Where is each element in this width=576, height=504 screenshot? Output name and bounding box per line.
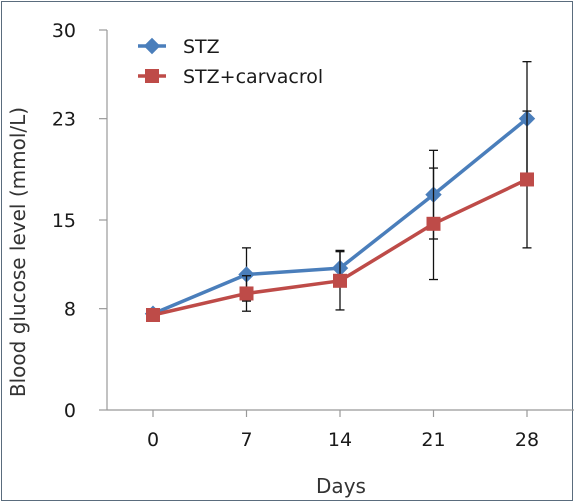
data-point (426, 216, 441, 231)
y-tick-label: 23 (52, 109, 76, 131)
x-tick-label: 28 (515, 429, 539, 451)
data-point (239, 286, 254, 301)
y-tick-label: 30 (52, 20, 76, 42)
data-point (146, 308, 160, 322)
y-axis-title: Blood glucose level (mmol/L) (6, 107, 30, 397)
legend-label: STZ+carvacrol (183, 66, 323, 88)
series-2 (146, 110, 534, 322)
x-tick-label: 21 (421, 429, 445, 451)
series-layer (144, 61, 536, 322)
x-axis-title: Days (316, 474, 366, 498)
legend-item: STZ (138, 36, 220, 58)
x-tick-label: 0 (147, 429, 159, 451)
legend-label: STZ (183, 36, 220, 58)
y-tick-label: 0 (64, 400, 76, 422)
y-axis: 0 8 15 23 30 (52, 20, 108, 422)
legend-marker (145, 69, 159, 83)
y-tick-label: 8 (64, 299, 76, 321)
x-axis: 0 7 14 21 28 (107, 409, 574, 451)
data-point (333, 273, 347, 288)
legend: STZ STZ+carvacrol (138, 36, 323, 88)
x-tick-label: 14 (328, 429, 352, 451)
x-tick-label: 7 (240, 429, 252, 451)
data-point (520, 172, 534, 187)
legend-marker (143, 37, 161, 55)
y-tick-label: 15 (52, 210, 76, 232)
legend-item: STZ+carvacrol (138, 66, 323, 88)
